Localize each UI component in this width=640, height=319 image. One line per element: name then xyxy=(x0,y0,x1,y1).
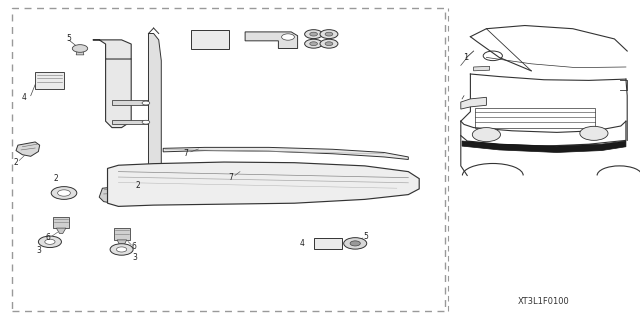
Circle shape xyxy=(310,42,317,46)
Circle shape xyxy=(320,30,338,39)
Polygon shape xyxy=(461,97,486,109)
Text: 7: 7 xyxy=(183,149,188,158)
Polygon shape xyxy=(474,66,490,71)
Circle shape xyxy=(51,187,77,199)
Text: 5: 5 xyxy=(67,34,72,43)
Text: 1: 1 xyxy=(463,53,468,62)
Circle shape xyxy=(110,244,133,255)
Circle shape xyxy=(142,120,150,124)
Circle shape xyxy=(116,247,127,252)
Text: 5: 5 xyxy=(364,232,369,241)
Circle shape xyxy=(305,39,323,48)
Text: 2: 2 xyxy=(135,181,140,189)
Circle shape xyxy=(580,126,608,140)
Polygon shape xyxy=(106,59,131,128)
Circle shape xyxy=(282,34,294,40)
Text: 4: 4 xyxy=(22,93,27,102)
Text: XT3L1F0100: XT3L1F0100 xyxy=(518,297,570,306)
Text: 7: 7 xyxy=(228,173,233,182)
Polygon shape xyxy=(314,238,342,249)
Polygon shape xyxy=(93,40,131,62)
Text: 2: 2 xyxy=(54,174,59,183)
Circle shape xyxy=(350,241,360,246)
Polygon shape xyxy=(191,30,229,49)
Polygon shape xyxy=(148,33,161,171)
Polygon shape xyxy=(462,141,626,152)
Polygon shape xyxy=(35,72,64,89)
Polygon shape xyxy=(76,48,84,55)
Polygon shape xyxy=(16,142,40,156)
Circle shape xyxy=(344,238,367,249)
Polygon shape xyxy=(112,100,150,105)
Polygon shape xyxy=(56,228,66,234)
Text: 6: 6 xyxy=(45,233,51,242)
Polygon shape xyxy=(114,228,130,240)
Circle shape xyxy=(325,42,333,46)
Circle shape xyxy=(38,236,61,248)
Circle shape xyxy=(58,190,70,196)
Polygon shape xyxy=(245,32,298,48)
Polygon shape xyxy=(53,217,69,228)
Text: 6: 6 xyxy=(132,242,137,251)
Circle shape xyxy=(305,30,323,39)
Circle shape xyxy=(45,239,55,244)
Circle shape xyxy=(72,45,88,52)
Text: 3: 3 xyxy=(36,246,41,255)
Text: 3: 3 xyxy=(132,253,137,262)
Circle shape xyxy=(142,101,150,105)
Polygon shape xyxy=(117,240,127,245)
Circle shape xyxy=(310,32,317,36)
Polygon shape xyxy=(163,147,408,160)
Circle shape xyxy=(472,128,500,142)
Polygon shape xyxy=(112,120,150,124)
Polygon shape xyxy=(99,187,124,204)
Circle shape xyxy=(325,32,333,36)
Text: 4: 4 xyxy=(300,239,305,248)
Bar xyxy=(12,8,445,311)
Polygon shape xyxy=(108,162,419,206)
Text: 2: 2 xyxy=(13,158,19,167)
Circle shape xyxy=(320,39,338,48)
